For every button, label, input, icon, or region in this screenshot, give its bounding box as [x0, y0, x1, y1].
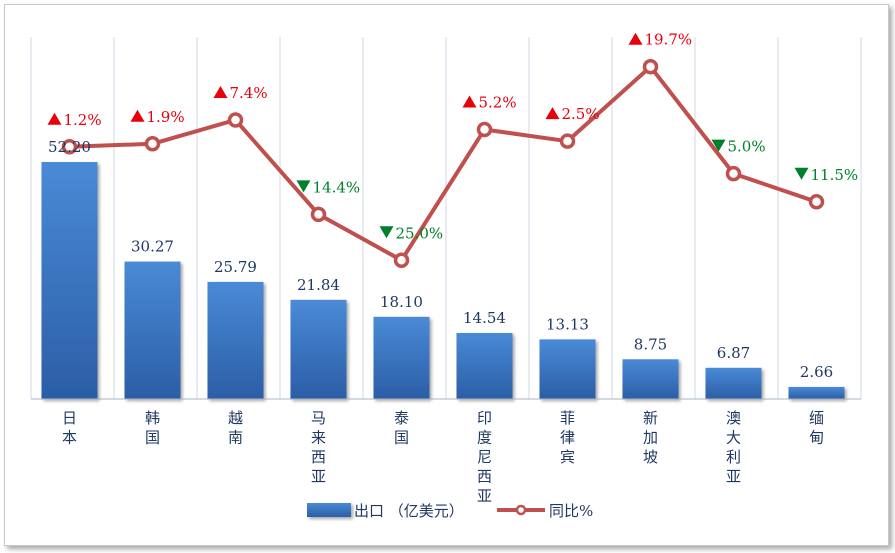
- x-tick-label: 西: [311, 448, 326, 466]
- x-tick-label: 国: [145, 429, 160, 447]
- bar-value-label: 6.87: [717, 344, 750, 362]
- line-point: [476, 121, 493, 138]
- bar: [290, 299, 347, 399]
- line-point: [310, 206, 327, 223]
- bar-value-label: 25.79: [214, 258, 257, 276]
- x-tick-label: 南: [228, 429, 243, 447]
- bar: [124, 261, 181, 399]
- x-tick-label: 大: [726, 429, 741, 447]
- up-triangle-icon: [130, 109, 145, 122]
- yoy-value-label: 11.5%: [811, 166, 859, 184]
- yoy-value-label: 5.2%: [479, 93, 517, 111]
- chart-frame: 52.20 30.27 25.79 21.84 18.10 14.54 13.13 8.75 6…: [4, 4, 889, 546]
- x-tick-label: 来: [311, 429, 326, 447]
- x-tick-label: 宾: [560, 448, 575, 466]
- bar: [788, 386, 845, 399]
- x-tick-label: 菲: [560, 409, 575, 427]
- yoy-value-label: 19.7%: [645, 31, 693, 49]
- line-point: [144, 136, 161, 152]
- x-tick-label: 澳: [726, 409, 741, 427]
- line-point: [725, 165, 742, 182]
- legend-bar-label: 出口 （亿美元）: [354, 502, 464, 520]
- x-tick-label: 国: [394, 429, 409, 447]
- bar-value-label: 21.84: [297, 276, 340, 294]
- x-tick-label: 马: [311, 409, 326, 427]
- x-tick-label: 越: [228, 409, 243, 427]
- x-tick-label: 韩: [145, 409, 160, 427]
- bar-value-label: 8.75: [634, 335, 667, 353]
- down-triangle-icon: [379, 226, 394, 239]
- x-tick-label: 尼: [477, 448, 492, 466]
- bar: [373, 316, 430, 399]
- x-tick-label: 坡: [643, 448, 658, 466]
- x-tick-label: 亚: [726, 468, 741, 486]
- x-tick-label: 度: [477, 429, 492, 447]
- yoy-value-label: 5.0%: [728, 138, 766, 156]
- bar-value-label: 52.20: [48, 138, 91, 156]
- yoy-line: [69, 64, 818, 263]
- line-point: [61, 139, 78, 155]
- x-tick-label: 新: [643, 409, 658, 427]
- x-tick-label: 日: [62, 409, 77, 427]
- legend-line-label: 同比%: [549, 502, 593, 520]
- yoy-value-label: 14.4%: [313, 178, 361, 196]
- legend-line-marker: [515, 504, 527, 516]
- bar: [705, 367, 762, 399]
- yoy-value-label: 7.4%: [230, 84, 268, 102]
- yoy-value-label: 25.0%: [396, 224, 444, 242]
- bar-value-label: 14.54: [463, 309, 506, 327]
- yoy-value-label: 1.9%: [147, 108, 185, 126]
- x-tick-label: 西: [477, 468, 492, 486]
- x-tick-label: 本: [62, 429, 77, 447]
- down-triangle-icon: [296, 180, 311, 193]
- line-point: [227, 112, 244, 128]
- x-tick-label: 甸: [809, 429, 824, 447]
- up-triangle-icon: [47, 112, 62, 125]
- bar-value-label: 18.10: [380, 293, 423, 311]
- gridlines: [30, 37, 862, 399]
- line-point: [559, 133, 576, 149]
- up-triangle-icon: [545, 107, 560, 120]
- bar: [539, 339, 596, 399]
- bar-value-label: 2.66: [800, 363, 833, 381]
- x-tick-label: 缅: [809, 409, 824, 427]
- legend-bar-swatch: [307, 503, 351, 517]
- down-triangle-icon: [794, 167, 809, 180]
- up-triangle-icon: [462, 95, 477, 108]
- legend: 出口 （亿美元） 同比%: [307, 502, 593, 520]
- bar-value-label: 13.13: [546, 315, 589, 333]
- chart-svg: 52.20 30.27 25.79 21.84 18.10 14.54 13.13 8.75 6…: [30, 31, 862, 520]
- x-tick-label: 亚: [311, 468, 326, 486]
- bar: [622, 359, 679, 399]
- x-tick-label: 律: [560, 429, 575, 447]
- x-tick-label: 泰: [394, 409, 409, 427]
- bar: [41, 162, 98, 399]
- line-point: [808, 194, 825, 210]
- up-triangle-icon: [628, 32, 643, 45]
- line-point: [642, 58, 659, 75]
- up-triangle-icon: [213, 85, 228, 98]
- yoy-value-label: 2.5%: [562, 105, 600, 123]
- x-tick-label: 亚: [477, 487, 492, 505]
- line-series: [61, 58, 825, 268]
- x-tick-label: 印: [477, 409, 492, 427]
- data-labels: 52.20 30.27 25.79 21.84 18.10 14.54 13.13 8.75 6…: [47, 31, 859, 381]
- x-tick-label: 加: [643, 429, 658, 447]
- bar-series: [41, 162, 845, 399]
- bar: [456, 332, 513, 399]
- yoy-value-label: 1.2%: [64, 111, 102, 129]
- line-point: [393, 252, 410, 268]
- bar-value-label: 30.27: [131, 238, 174, 256]
- x-tick-label: 利: [726, 448, 741, 466]
- bar: [207, 281, 264, 399]
- down-triangle-icon: [711, 139, 726, 152]
